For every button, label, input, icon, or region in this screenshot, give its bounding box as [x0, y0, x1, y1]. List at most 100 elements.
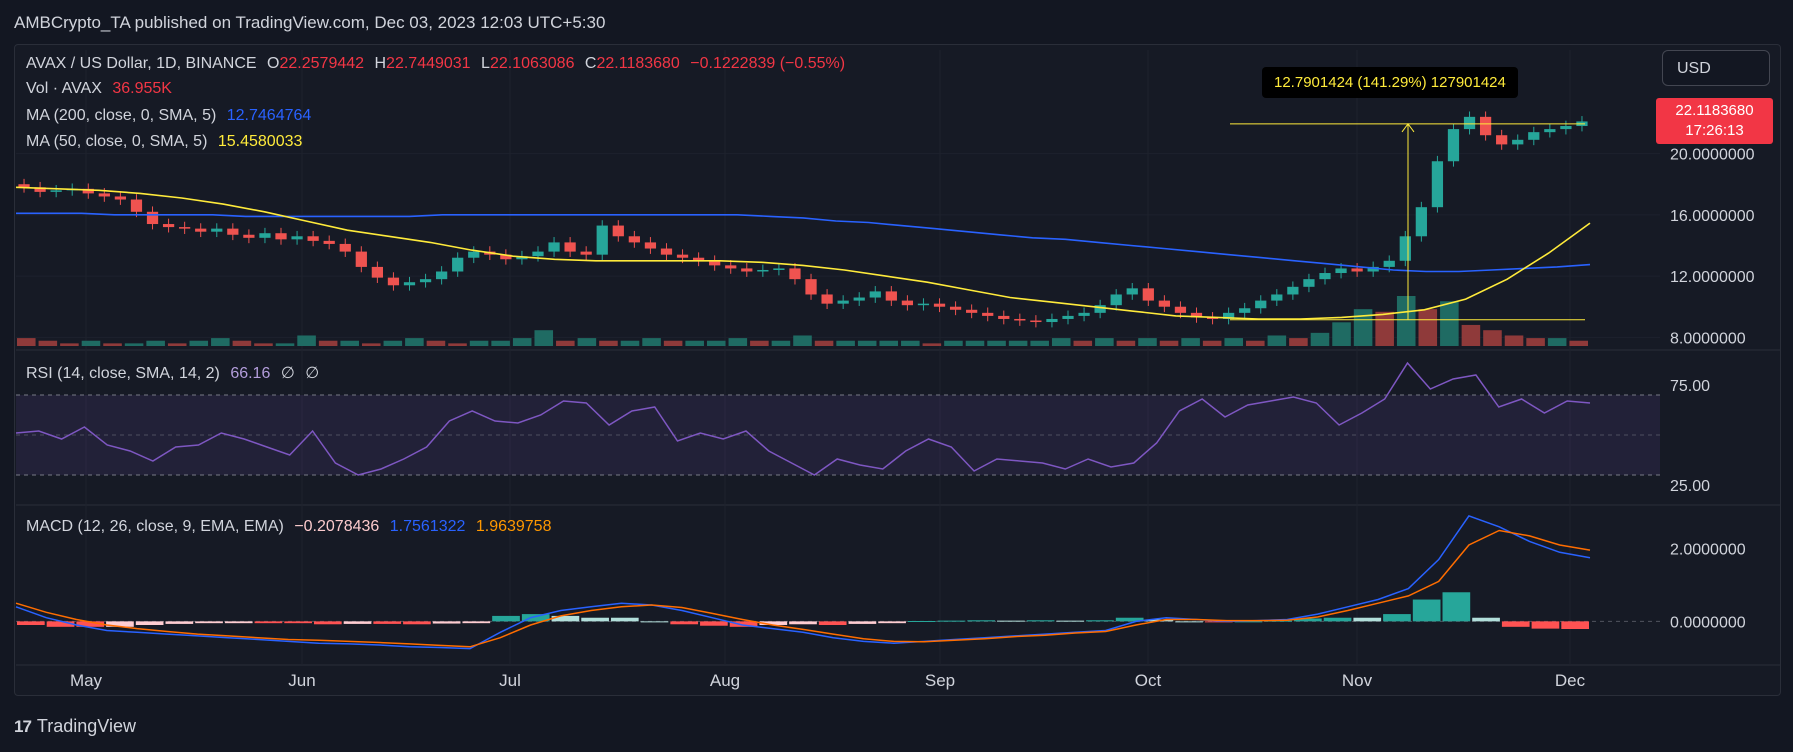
ma50-label[interactable]: MA (50, close, 0, SMA, 5)	[26, 133, 208, 150]
candle-body	[516, 256, 528, 260]
ma200-value: 12.7464764	[226, 107, 312, 124]
macd-histogram-bar	[997, 620, 1025, 622]
volume-label[interactable]: Vol · AVAX	[26, 80, 102, 97]
macd-histogram-bar	[106, 621, 134, 627]
macd-signal-value: 1.9639758	[475, 518, 552, 535]
candle-body	[34, 187, 46, 192]
volume-bar	[1310, 332, 1330, 346]
macd-histogram-bar	[76, 621, 105, 627]
close-value: 22.1183680	[596, 55, 680, 72]
x-tick-label: Jun	[288, 671, 315, 690]
macd-histogram-bar	[521, 614, 550, 622]
candle-body	[259, 233, 271, 238]
candle-body	[773, 268, 785, 270]
candle-body	[195, 228, 207, 232]
macd-tick-label: 2.0000000	[1670, 542, 1746, 559]
ma200-label[interactable]: MA (200, close, 0, SMA, 5)	[26, 107, 217, 124]
candle-body	[805, 279, 817, 295]
volume-bar	[383, 340, 403, 346]
macd-hist-value: −0.2078436	[294, 518, 380, 535]
open-label: O	[267, 55, 280, 72]
candle-body	[1110, 294, 1122, 306]
candle-body	[1544, 129, 1556, 133]
change-value: −0.1222839 (−0.55%)	[690, 55, 846, 72]
candle-body	[468, 251, 480, 258]
measure-arrow-head	[1401, 123, 1415, 133]
price-tick-label: 16.0000000	[1670, 208, 1755, 225]
rsi-line	[15, 361, 1591, 476]
macd-histogram-bar	[729, 621, 758, 627]
candle-body	[339, 243, 351, 252]
candle-body	[1351, 268, 1363, 272]
low-label: L	[481, 55, 490, 72]
macd-histogram-bar	[313, 621, 342, 625]
candle-body	[1030, 320, 1042, 323]
symbol-label[interactable]: AVAX / US Dollar, 1D, BINANCE	[26, 55, 257, 72]
candle-body	[1560, 126, 1572, 130]
candle-body	[548, 242, 560, 252]
volume-bar	[491, 340, 510, 346]
candle-body	[371, 266, 383, 278]
signal-line	[15, 529, 1591, 648]
candle-body	[243, 234, 255, 238]
volume-bar	[685, 340, 704, 346]
candle-body	[628, 236, 640, 243]
macd-label[interactable]: MACD (12, 26, close, 9, EMA, EMA)	[26, 518, 284, 535]
volume-bar	[642, 338, 661, 346]
volume-bar	[793, 335, 812, 346]
volume-bar	[663, 340, 683, 346]
volume-bar	[1224, 338, 1244, 346]
volume-bar	[146, 340, 165, 346]
candle-body	[1447, 129, 1460, 162]
candle-body	[98, 193, 110, 197]
x-tick-label: Jul	[499, 671, 521, 690]
volume-bar	[534, 330, 554, 346]
candle-body	[1223, 312, 1235, 319]
candle-body	[1383, 260, 1395, 267]
volume-bar	[340, 340, 359, 346]
tradingview-brand[interactable]: 17 TradingView	[14, 716, 136, 737]
volume-bar	[750, 340, 769, 346]
candle-body	[821, 294, 833, 304]
volume-bar	[922, 343, 942, 346]
candle-body	[82, 188, 94, 194]
rsi-tick-label: 25.00	[1670, 478, 1710, 495]
macd-histogram-bar	[1472, 617, 1500, 622]
macd-histogram-bar	[195, 621, 223, 624]
candle-body	[1078, 312, 1090, 316]
candle-body	[1287, 286, 1299, 295]
rsi-value: 66.16	[230, 365, 271, 382]
rsi-label[interactable]: RSI (14, close, SMA, 14, 2)	[26, 365, 220, 382]
volume-bar	[1159, 340, 1179, 346]
candle-body	[917, 303, 930, 306]
candle-body	[757, 269, 769, 272]
macd-line-value: 1.7561322	[389, 518, 466, 535]
candle-body	[725, 265, 737, 269]
macd-histogram-bar	[1086, 620, 1114, 622]
candle-body	[1046, 318, 1058, 323]
macd-histogram-bar	[581, 617, 609, 622]
candle-body	[419, 279, 432, 283]
candle-body	[1496, 135, 1508, 145]
macd-histogram-bar	[670, 621, 699, 625]
volume-bar	[1483, 330, 1502, 346]
ohlc-legend: AVAX / US Dollar, 1D, BINANCE O22.257944…	[26, 55, 851, 73]
measure-tooltip: 12.7901424 (141.29%) 127901424	[1262, 67, 1518, 98]
volume-bar	[620, 340, 640, 346]
volume-bar	[1569, 340, 1588, 346]
chart-frame	[14, 44, 1781, 696]
candle-body	[901, 300, 914, 306]
currency-button[interactable]: USD	[1662, 50, 1770, 86]
volume-bar	[232, 340, 252, 346]
macd-histogram-bar	[1383, 614, 1411, 622]
x-tick-label: Oct	[1135, 671, 1162, 690]
candle-body	[532, 251, 544, 257]
candle-body	[949, 306, 962, 310]
macd-histogram-bar	[1531, 621, 1560, 629]
candle-body	[789, 268, 801, 280]
candle-body	[580, 251, 592, 255]
volume-bar	[556, 340, 575, 346]
candle-body	[1094, 305, 1106, 313]
price-tick-label: 20.0000000	[1670, 147, 1755, 164]
